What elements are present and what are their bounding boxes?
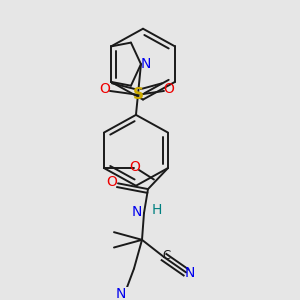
- Text: O: O: [130, 160, 140, 174]
- Text: N: N: [116, 287, 126, 300]
- Text: O: O: [106, 176, 117, 189]
- Text: O: O: [164, 82, 174, 96]
- Text: N: N: [132, 205, 142, 219]
- Text: O: O: [100, 82, 110, 96]
- Text: N: N: [141, 57, 151, 71]
- Text: S: S: [133, 87, 143, 102]
- Text: C: C: [163, 249, 171, 262]
- Text: H: H: [152, 203, 162, 217]
- Text: N: N: [185, 266, 195, 280]
